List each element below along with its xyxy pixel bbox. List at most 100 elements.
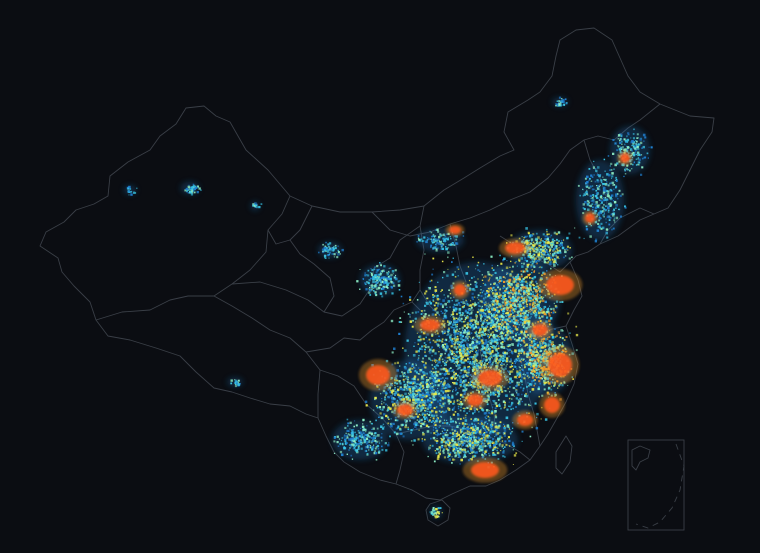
light-dot — [540, 338, 543, 341]
light-dot — [529, 306, 531, 309]
light-dot — [484, 275, 487, 278]
light-dot — [365, 404, 368, 407]
light-dot — [471, 348, 474, 351]
light-dot — [428, 300, 431, 304]
light-dot — [452, 306, 455, 308]
light-dot — [483, 439, 486, 442]
light-dot — [488, 361, 492, 364]
light-dot — [526, 303, 528, 306]
light-dot — [520, 339, 522, 341]
light-dot — [456, 360, 459, 363]
light-dot — [542, 380, 546, 383]
light-dot — [530, 362, 533, 365]
light-dot — [527, 323, 530, 326]
light-dot — [481, 324, 483, 327]
light-dot — [440, 310, 442, 312]
light-dot — [476, 418, 480, 421]
light-dot — [459, 331, 462, 334]
light-dot — [457, 447, 459, 450]
light-dot — [430, 403, 432, 405]
light-dot — [499, 287, 502, 290]
light-dot — [408, 368, 411, 371]
light-dot — [462, 450, 466, 454]
light-dot — [512, 332, 514, 334]
light-dot — [513, 304, 517, 307]
light-dot — [432, 300, 435, 303]
light-dot — [487, 273, 490, 276]
light-dot — [434, 439, 437, 442]
light-dot — [505, 289, 507, 292]
light-dot — [512, 298, 515, 301]
light-dot — [478, 298, 480, 301]
light-dot — [486, 344, 489, 348]
light-dot — [412, 354, 416, 357]
light-dot — [471, 326, 474, 329]
light-dot — [549, 344, 551, 346]
light-dot — [477, 310, 481, 313]
light-dot — [458, 451, 461, 454]
light-dot — [431, 409, 434, 413]
light-dot — [521, 401, 523, 403]
light-dot — [554, 328, 556, 330]
light-dot — [488, 410, 490, 412]
light-dot — [522, 322, 525, 325]
light-dot — [530, 361, 532, 363]
light-dot — [487, 442, 489, 445]
light-dot — [404, 367, 407, 370]
light-dot — [462, 299, 464, 301]
light-dot — [466, 334, 468, 336]
light-dot — [550, 311, 552, 314]
light-dot — [432, 367, 434, 370]
light-dot — [414, 342, 416, 344]
light-dot — [395, 382, 398, 385]
light-dot — [427, 398, 430, 402]
light-dot — [561, 337, 564, 340]
light-dot — [454, 308, 456, 310]
light-dot — [402, 398, 405, 401]
light-dot — [483, 263, 485, 265]
light-dot — [517, 332, 518, 333]
light-dot — [386, 409, 389, 412]
light-dot — [471, 329, 474, 331]
light-dot — [492, 354, 495, 357]
light-dot — [482, 346, 485, 349]
light-dot — [502, 309, 505, 312]
light-dot — [542, 352, 545, 354]
light-dot — [469, 316, 472, 319]
light-dot — [408, 393, 410, 395]
light-dot — [480, 443, 483, 445]
light-dot — [500, 326, 503, 329]
light-dot — [472, 412, 474, 415]
light-dot — [529, 391, 531, 393]
light-dot — [460, 437, 463, 441]
light-dot — [440, 404, 443, 407]
light-dot — [537, 289, 539, 291]
light-dot — [433, 386, 435, 388]
light-dot — [525, 392, 527, 395]
light-dot — [417, 373, 420, 375]
light-dot — [525, 317, 529, 321]
light-dot — [543, 312, 546, 316]
light-dot — [418, 281, 420, 283]
light-dot — [422, 407, 425, 409]
light-dot — [418, 429, 420, 431]
light-dot — [401, 389, 404, 391]
light-dot — [532, 368, 535, 371]
light-dot — [482, 298, 486, 301]
light-dot — [441, 358, 444, 361]
light-dot — [421, 392, 424, 395]
light-dot — [436, 298, 440, 301]
light-dot — [431, 386, 434, 389]
light-dot — [512, 368, 514, 371]
light-dot — [506, 331, 509, 334]
light-dot — [537, 310, 540, 312]
light-dot — [452, 458, 455, 461]
light-dot — [474, 365, 476, 368]
light-dot — [419, 425, 423, 428]
light-dot — [540, 296, 543, 298]
light-dot — [559, 336, 562, 339]
light-dot — [535, 354, 538, 357]
light-dot — [469, 447, 471, 449]
